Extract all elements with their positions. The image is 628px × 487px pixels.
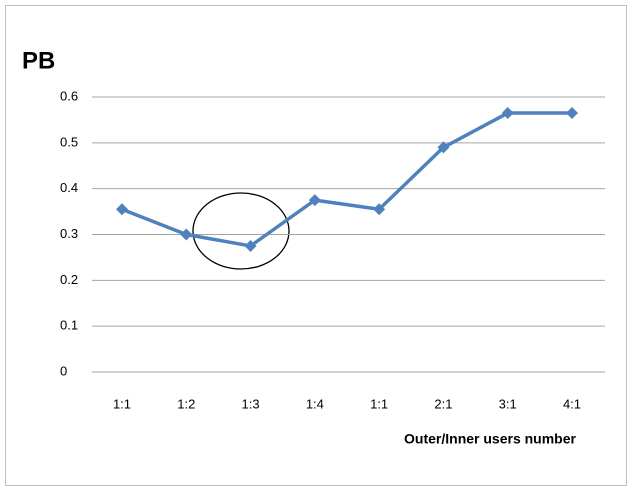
data-point xyxy=(373,203,386,216)
y-tick-label: 0.6 xyxy=(60,88,78,103)
y-tick-label: 0.1 xyxy=(60,318,78,333)
data-point xyxy=(180,228,193,241)
highlight-circle xyxy=(192,192,290,270)
x-tick-label: 2:1 xyxy=(434,396,452,411)
data-point xyxy=(566,107,578,120)
y-tick-label: 0.3 xyxy=(60,226,78,241)
y-tick-label: 0.4 xyxy=(60,180,78,195)
x-tick-label: 1:1 xyxy=(370,396,388,411)
x-tick-label: 3:1 xyxy=(499,396,517,411)
x-tick-label: 1:1 xyxy=(113,396,131,411)
y-tick-label: 0.2 xyxy=(60,272,78,287)
x-tick-label: 4:1 xyxy=(563,396,581,411)
data-point xyxy=(244,239,257,252)
x-tick-label: 1:4 xyxy=(306,396,324,411)
data-point xyxy=(116,203,128,216)
y-axis-title: PB xyxy=(22,47,55,74)
x-tick-label: 1:3 xyxy=(242,396,260,411)
chart-frame xyxy=(5,5,627,486)
x-axis-title: Outer/Inner users number xyxy=(404,431,576,447)
data-line xyxy=(121,111,572,248)
data-point xyxy=(308,194,321,207)
data-point xyxy=(437,141,450,154)
y-tick-label: 0.5 xyxy=(60,134,78,149)
y-tick-label: 0 xyxy=(60,363,67,378)
data-point xyxy=(501,107,514,120)
x-tick-label: 1:2 xyxy=(177,396,195,411)
